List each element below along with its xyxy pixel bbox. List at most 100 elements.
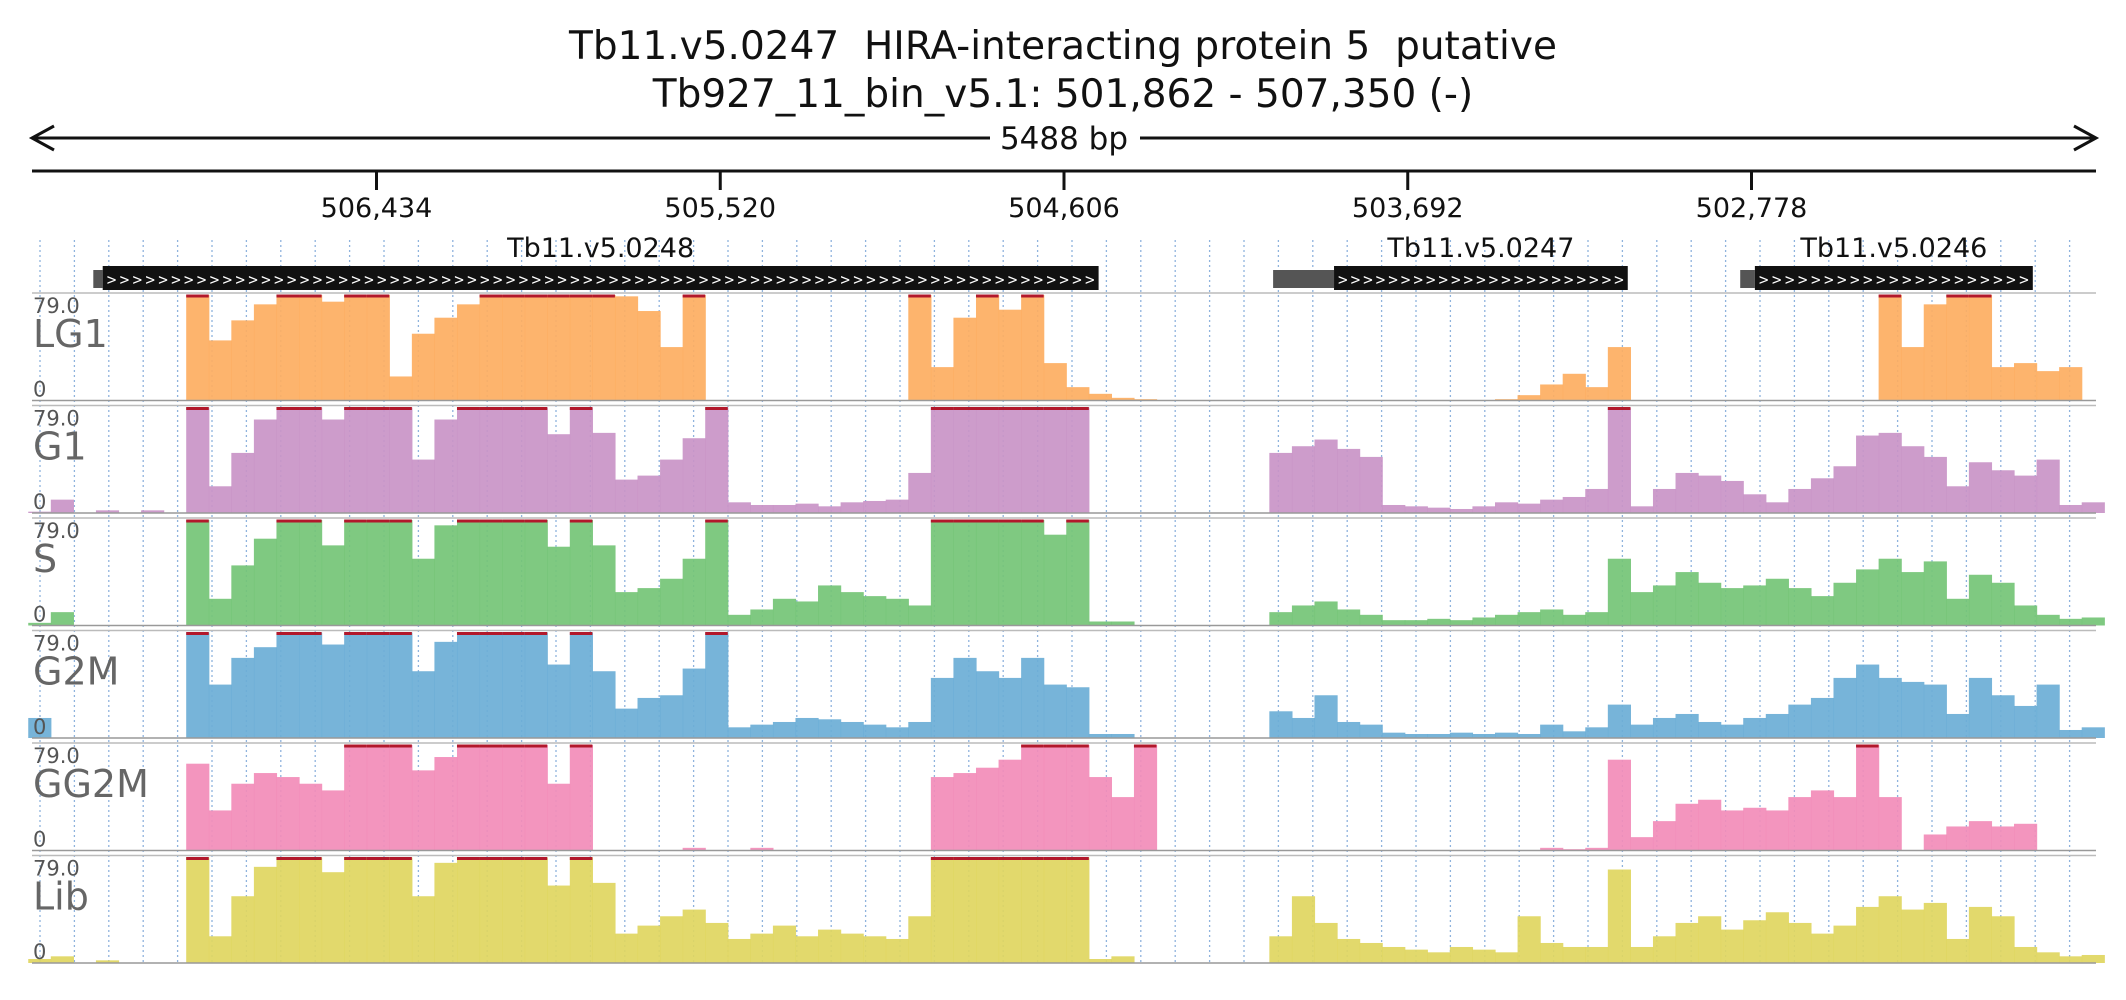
coverage-bar (141, 510, 165, 513)
coverage-bar (321, 644, 345, 738)
coverage-bar (1607, 704, 1631, 738)
coverage-bar (2081, 727, 2105, 738)
coverage-bar (547, 295, 571, 401)
coverage-bar (682, 847, 706, 851)
coverage-bar (479, 632, 503, 738)
coverage-bar (231, 896, 255, 963)
coverage-bar (1562, 373, 1586, 401)
coverage-bar (1607, 558, 1631, 626)
coverage-bar (1675, 572, 1699, 626)
gene-strand-arrows: >>>>>>>>>>>>>>>>>>>>>>> (1338, 270, 1624, 289)
coverage-bar (479, 745, 503, 851)
span-arrow-left-head (28, 124, 55, 152)
coverage-bar (1991, 826, 2015, 851)
coverage-bar (411, 558, 436, 626)
coverage-bar (660, 695, 684, 738)
coverage-bar (1043, 745, 1067, 851)
coverage-bar (456, 407, 481, 513)
coverage-bar (727, 502, 751, 513)
coverage-bar (1968, 574, 1993, 626)
coverage-bar (276, 520, 300, 626)
coverage-bar (1923, 834, 1947, 851)
coverage-bar (1946, 938, 1970, 963)
coverage-bar (953, 407, 977, 513)
track-name: GG2M (33, 762, 149, 806)
coverage-bar (1720, 929, 1744, 963)
coverage-bar (299, 295, 323, 401)
coverage-bar (208, 486, 232, 513)
coverage-bar (50, 956, 74, 963)
coverage-bar (434, 317, 458, 401)
coverage-bar (2081, 617, 2105, 626)
coverage-bar (1810, 697, 1835, 738)
coverage-bar (840, 721, 864, 738)
coverage-bar (1021, 407, 1045, 513)
coverage-bar (1021, 295, 1045, 401)
coverage-bar (434, 419, 458, 513)
coverage-bar (1066, 407, 1090, 513)
coverage-bar (1585, 612, 1609, 626)
coverage-bar (299, 783, 323, 851)
chart-subtitle: Tb927_11_bin_v5.1: 501,862 - 507,350 (-) (652, 72, 1474, 117)
coverage-bar (1337, 721, 1361, 738)
coverage-bar (953, 520, 977, 626)
coverage-bar (456, 857, 481, 963)
coverage-bar (1878, 677, 1902, 738)
coverage-bar (1517, 612, 1541, 626)
coverage-bar (434, 862, 458, 963)
coverage-bar (863, 500, 887, 513)
coverage-bar (502, 745, 526, 851)
gene-utr (1273, 270, 1335, 288)
coverage-bar (1449, 946, 1474, 963)
track-ymin-label: 0 (33, 715, 46, 739)
coverage-bar (1901, 909, 1925, 963)
span-arrow-right-head (2073, 124, 2100, 152)
coverage-bar (795, 601, 819, 626)
coverage-bar (953, 773, 977, 851)
coverage-bar (434, 641, 458, 738)
coverage-bar (705, 922, 729, 963)
coverage-bar (1066, 745, 1090, 851)
coverage-bar (908, 916, 932, 963)
coverage-bar (1021, 657, 1045, 738)
coverage-bar (1066, 687, 1090, 738)
coverage-bar (1111, 797, 1135, 851)
x-tick-label: 503,692 (1352, 193, 1464, 224)
gene-body (1334, 266, 1628, 290)
coverage-bar (953, 317, 977, 401)
coverage-bar (1946, 295, 1970, 401)
coverage-bar (569, 632, 593, 738)
coverage-bar (366, 520, 390, 626)
coverage-bar (1968, 821, 1993, 851)
coverage-bar (1291, 605, 1316, 626)
coverage-bar (953, 857, 977, 963)
coverage-bar (276, 857, 300, 963)
coverage-bar (411, 333, 436, 401)
track-ymin-label: 0 (33, 603, 46, 627)
track-ymax-label: 79.0 (33, 744, 80, 768)
coverage-bar (614, 296, 639, 401)
coverage-bar (1404, 733, 1428, 738)
coverage-bar (908, 605, 932, 626)
coverage-bar (389, 857, 413, 963)
coverage-bar (1923, 304, 1947, 401)
coverage-bar (50, 612, 74, 626)
coverage-bar (1810, 478, 1835, 513)
coverage-bar (2059, 504, 2083, 513)
coverage-bar (1652, 717, 1677, 738)
coverage-bar (231, 452, 255, 513)
coverage-bar (28, 958, 52, 963)
coverage-bar (1449, 508, 1474, 513)
coverage-bar (434, 525, 458, 626)
coverage-bar (1743, 920, 1767, 963)
track-ymax-label: 79.0 (33, 857, 80, 881)
track-ymin-label: 0 (33, 940, 46, 964)
track-ymax-label: 79.0 (33, 407, 80, 431)
coverage-bar (1630, 506, 1654, 513)
coverage-bar (1946, 598, 1970, 626)
coverage-bar (321, 545, 345, 626)
coverage-bar (366, 857, 390, 963)
coverage-bar (299, 857, 323, 963)
gene-body (102, 266, 1099, 290)
coverage-bar (1540, 499, 1564, 513)
